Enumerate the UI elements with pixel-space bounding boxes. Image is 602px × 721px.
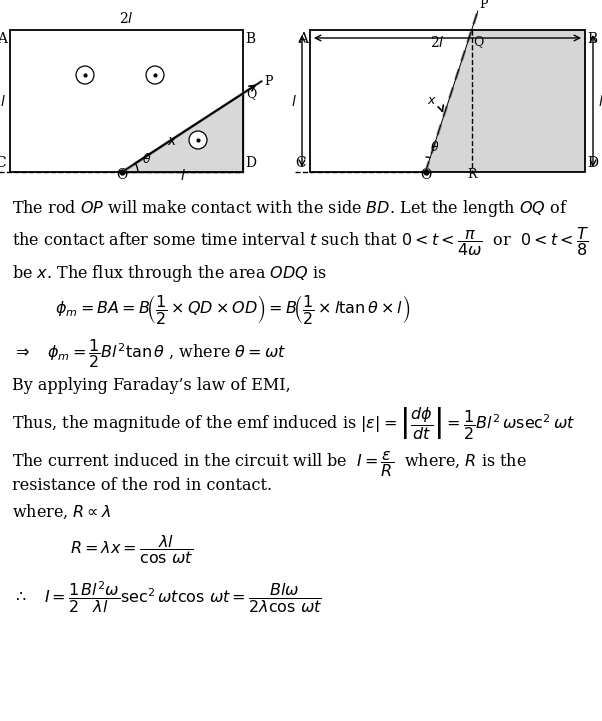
Text: $\phi_m = BA = B\!\left(\dfrac{1}{2}\times QD\times OD\right) = B\!\left(\dfrac{: $\phi_m = BA = B\!\left(\dfrac{1}{2}\tim… (55, 293, 411, 326)
Text: B: B (587, 32, 597, 46)
Polygon shape (426, 30, 585, 172)
Text: resistance of the rod in contact.: resistance of the rod in contact. (12, 477, 272, 494)
Text: C: C (0, 156, 5, 170)
Text: $\therefore \quad I = \dfrac{1}{2}\dfrac{Bl^2\omega}{\lambda l}\sec^2\omega t \c: $\therefore \quad I = \dfrac{1}{2}\dfrac… (12, 579, 323, 615)
Circle shape (146, 66, 164, 84)
Text: A: A (0, 32, 7, 46)
Text: B: B (245, 32, 255, 46)
Text: Thus, the magnitude of the emf induced is $|\varepsilon| = \left|\dfrac{d\phi}{d: Thus, the magnitude of the emf induced i… (12, 405, 576, 441)
Text: The current induced in the circuit will be  $I = \dfrac{\varepsilon}{R}$  where,: The current induced in the circuit will … (12, 449, 527, 479)
Text: Q: Q (246, 87, 256, 99)
Text: $x$: $x$ (167, 134, 178, 148)
Text: By applying Faraday’s law of EMI,: By applying Faraday’s law of EMI, (12, 377, 291, 394)
Circle shape (76, 66, 94, 84)
Text: R: R (467, 168, 476, 181)
Text: where, $R \propto \lambda$: where, $R \propto \lambda$ (12, 503, 111, 521)
Text: be $x$. The flux through the area $\mathit{ODQ}$ is: be $x$. The flux through the area $\math… (12, 263, 327, 284)
Text: $\theta$: $\theta$ (430, 140, 440, 154)
Text: $\Rightarrow \quad \phi_m = \dfrac{1}{2}Bl^2\tan\theta$ , where $\theta = \omega: $\Rightarrow \quad \phi_m = \dfrac{1}{2}… (12, 337, 286, 370)
Circle shape (189, 131, 207, 149)
Text: P: P (479, 0, 487, 11)
Polygon shape (122, 93, 243, 172)
Text: P: P (264, 75, 273, 88)
Text: the contact after some time interval $t$ such that $0 < t < \dfrac{\pi}{4\omega}: the contact after some time interval $t$… (12, 225, 589, 258)
Text: $l$: $l$ (0, 94, 6, 108)
Text: A: A (298, 32, 308, 46)
Text: $l$: $l$ (598, 94, 602, 108)
Text: O: O (116, 168, 128, 182)
Text: C: C (295, 156, 306, 170)
Text: $l$: $l$ (291, 94, 297, 108)
Text: $x$: $x$ (427, 94, 436, 107)
Text: The rod $\mathit{OP}$ will make contact with the side $\mathit{BD}$. Let the len: The rod $\mathit{OP}$ will make contact … (12, 198, 568, 219)
Text: 2$l$: 2$l$ (430, 35, 445, 50)
Text: D: D (245, 156, 256, 170)
Text: $\theta$: $\theta$ (142, 152, 151, 166)
Text: D: D (587, 156, 598, 170)
Text: Q: Q (474, 35, 484, 48)
Text: 2$l$: 2$l$ (119, 11, 134, 26)
Text: $l$: $l$ (179, 168, 185, 183)
Text: O: O (420, 168, 431, 182)
Text: $R = \lambda x = \dfrac{\lambda l}{\cos\,\omega t}$: $R = \lambda x = \dfrac{\lambda l}{\cos\… (70, 533, 194, 566)
